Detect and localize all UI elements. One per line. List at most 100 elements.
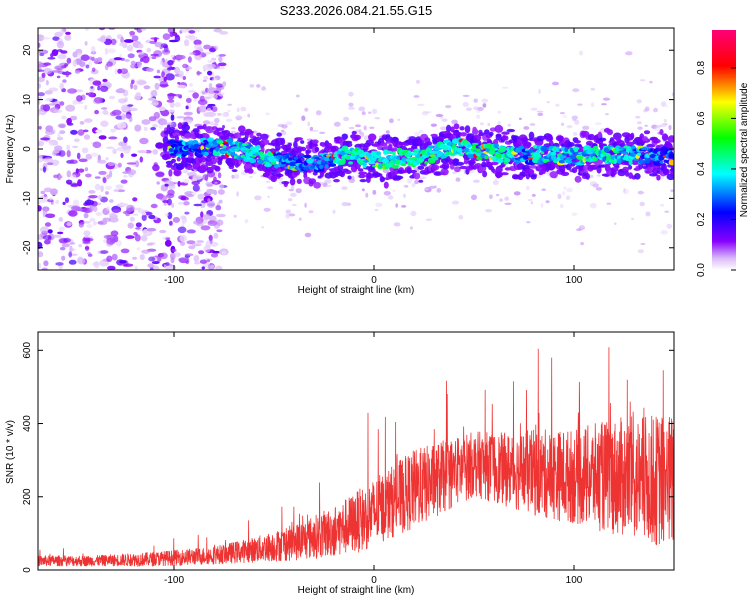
spectrogram-ridge-blob: [595, 159, 603, 165]
spectrogram-ridge-core: [446, 142, 454, 146]
spectrogram-noise-blob: [38, 92, 45, 97]
spectrogram-noise-blob: [230, 130, 236, 134]
spectrogram-noise-blob: [171, 248, 177, 252]
spectrogram-ridge-core: [204, 151, 209, 156]
spectrogram-x-tick-label: -100: [164, 275, 184, 286]
spectrogram-ridge-blob: [574, 175, 582, 183]
spectrogram-noise-blob: [91, 67, 96, 73]
spectrogram-ridge-blob: [247, 168, 254, 174]
spectrogram-noise-blob: [383, 191, 391, 196]
spectrogram-noise-blob: [429, 185, 436, 189]
spectrogram-noise-blob: [84, 199, 95, 206]
spectrogram-ridge-core: [504, 157, 511, 163]
colorbar-ticks: 0.0 0.2 0.4 0.6 0.8: [696, 61, 736, 277]
spectrogram-noise-blob: [489, 194, 493, 199]
spectrogram-ridge-core: [659, 160, 664, 164]
spectrogram-ridge-blob: [661, 133, 669, 141]
spectrogram-ridge-core: [328, 163, 337, 167]
spectrogram-noise-blob: [183, 111, 193, 116]
spectrogram-noise-blob: [77, 168, 85, 173]
spectrogram-noise-blob: [193, 39, 202, 46]
spectrogram-ridge-blob: [549, 171, 558, 179]
spectrogram-noise-blob: [151, 261, 160, 265]
spectrogram-noise-blob: [139, 254, 145, 261]
spectrogram-noise-blob: [169, 31, 174, 38]
spectrogram-noise-blob: [111, 109, 122, 116]
spectrogram-noise-blob: [208, 82, 213, 89]
spectrogram-noise-blob: [59, 28, 65, 35]
spectrogram-y-tick-label: -10: [22, 191, 33, 206]
spectrogram-noise-blob: [105, 157, 109, 161]
spectrogram-noise-blob: [326, 184, 332, 187]
spectrogram-noise-blob: [54, 65, 64, 70]
spectrogram-noise-blob: [41, 36, 51, 40]
spectrogram-noise-blob: [582, 125, 590, 130]
spectrogram-noise-blob: [107, 162, 115, 167]
spectrogram-noise-blob: [445, 105, 452, 109]
spectrogram-noise-blob: [164, 213, 169, 217]
spectrogram-ridge-core: [216, 140, 225, 143]
spectrogram-noise-blob: [41, 267, 48, 270]
spectrogram-ridge-core: [231, 153, 238, 156]
spectrogram-noise-blob: [55, 262, 64, 266]
spectrogram-noise-blob: [201, 91, 206, 95]
spectrogram-ridge-blob: [567, 142, 575, 147]
spectrogram-noise-blob: [139, 137, 149, 145]
spectrogram-ridge-core: [471, 145, 476, 149]
spectrogram-noise-blob: [147, 97, 156, 101]
spectrogram-ridge-core: [500, 146, 507, 152]
spectrogram-noise-blob: [154, 42, 163, 48]
spectrogram-noise-blob: [84, 118, 93, 123]
spectrogram-ridge-core: [303, 166, 309, 171]
spectrogram-noise-blob: [43, 260, 49, 267]
spectrogram-noise-blob: [577, 103, 583, 106]
spectrogram-noise-blob: [148, 242, 156, 245]
spectrogram-noise-blob: [536, 110, 544, 113]
spectrogram-ridge-core: [320, 160, 328, 166]
spectrogram-noise-blob: [309, 126, 314, 132]
spectrogram-noise-blob: [194, 44, 203, 51]
spectrogram-noise-blob: [94, 97, 104, 104]
spectrogram-noise-blob: [41, 72, 46, 78]
spectrogram-ridge-blob: [662, 168, 669, 175]
spectrogram-noise-blob: [184, 211, 190, 215]
spectrogram-noise-blob: [254, 195, 262, 201]
spectrogram-ridge-core: [382, 158, 390, 164]
spectrogram-noise-blob: [580, 242, 584, 246]
spectrogram-ridge-blob: [186, 166, 192, 171]
spectrogram-ridge-core: [170, 153, 176, 156]
spectrogram-noise-blob: [162, 33, 171, 40]
spectrogram-noise-blob: [114, 68, 118, 75]
spectrogram-ridge-blob: [353, 134, 362, 141]
spectrogram-noise-blob: [637, 126, 643, 130]
spectrogram-noise-blob: [185, 97, 192, 103]
spectrogram-marks: [38, 28, 674, 270]
spectrogram-ridge-core: [583, 144, 591, 151]
spectrogram-noise-blob: [130, 60, 136, 65]
spectrogram-noise-blob: [106, 146, 115, 150]
spectrogram-noise-blob: [89, 205, 94, 213]
spectrogram-noise-blob: [637, 190, 644, 195]
spectrogram-ridge-core: [424, 161, 429, 165]
spectrogram-noise-blob: [129, 30, 135, 36]
spectrogram-noise-blob: [660, 101, 667, 107]
spectrogram-noise-blob: [155, 142, 164, 149]
spectrogram-ridge-blob: [452, 131, 462, 136]
spectrogram-noise-blob: [64, 63, 68, 67]
spectrogram-noise-blob: [76, 152, 81, 160]
spectrogram-noise-blob: [51, 49, 59, 57]
spectrogram-noise-blob: [374, 117, 381, 120]
spectrogram-noise-blob: [178, 70, 184, 78]
spectrogram-ridge-blob: [628, 165, 633, 170]
spectrogram-noise-blob: [58, 217, 63, 222]
spectrogram-noise-blob: [572, 88, 580, 93]
spectrogram-noise-blob: [134, 93, 142, 101]
spectrogram-noise-blob: [91, 45, 96, 53]
spectrogram-noise-blob: [153, 75, 161, 79]
spectrogram-ridge-blob: [561, 171, 570, 176]
spectrogram-noise-blob: [198, 250, 205, 255]
spectrogram-noise-blob: [44, 90, 53, 95]
spectrogram-ridge-blob: [453, 123, 460, 130]
spectrogram-ridge-blob: [501, 131, 510, 135]
spectrogram-noise-blob: [49, 188, 58, 196]
